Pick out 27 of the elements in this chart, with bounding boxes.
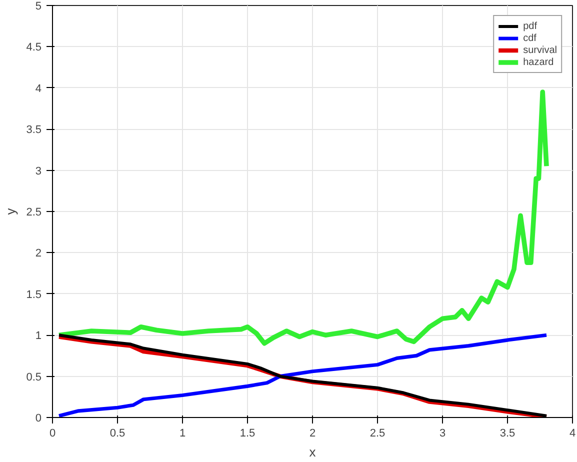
y-tick-label: 0.5 [26,371,42,384]
legend-label: hazard [523,56,554,68]
y-tick-label: 2.5 [26,206,42,218]
x-tick-label: 0 [49,428,56,440]
x-tick-label: 2.5 [370,428,386,440]
y-tick-label: 3 [35,165,42,178]
x-tick-label: 0.5 [110,428,126,440]
y-tick-label: 4.5 [26,42,42,54]
y-tick-label: 1.5 [26,288,42,301]
legend-label: cdf [523,32,538,44]
x-tick-label: 1 [179,428,186,440]
y-tick-label: 4 [35,82,42,95]
y-tick-label: 5 [35,0,42,12]
legend-label: survival [523,44,557,56]
line-series [56,90,549,346]
x-tick-label: 4 [569,428,576,440]
y-tick-label: 0 [35,412,42,424]
x-tick-label: 1.5 [240,428,256,440]
y-tick-label: 1 [35,330,42,342]
x-axis-title: x [309,444,316,460]
legend-label: pdf [523,20,538,32]
x-tick-label: 3 [439,428,446,440]
y-tick-label: 2 [35,248,42,260]
y-tick-label: 3.5 [26,124,42,136]
x-tick-label: 2 [309,428,316,440]
y-axis-title: y [3,208,18,215]
x-tick-label: 3.5 [500,428,516,440]
